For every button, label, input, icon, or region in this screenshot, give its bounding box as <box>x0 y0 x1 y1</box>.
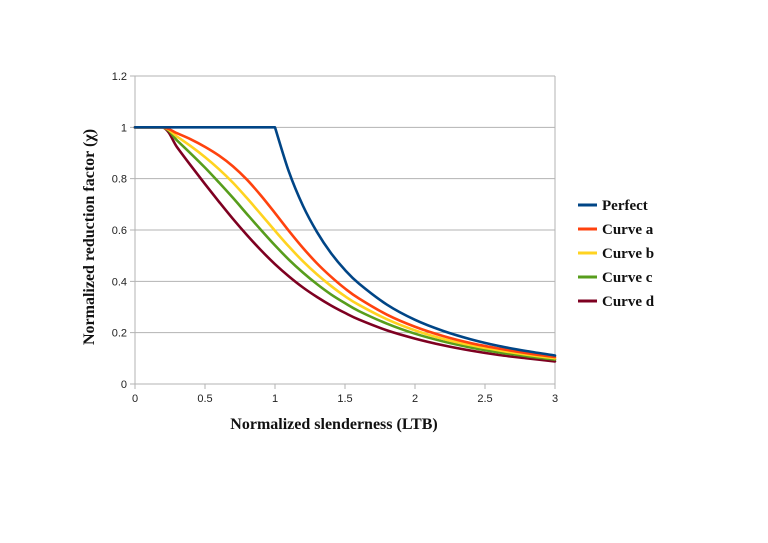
y-tick-label: 0.2 <box>112 328 127 340</box>
series-line-curve-c <box>133 126 557 361</box>
legend: Perfect Curve a Curve b Curve c Curve d <box>578 198 655 310</box>
x-tick-label: 0 <box>132 393 138 405</box>
legend-label-curve-d: Curve d <box>602 294 655 310</box>
x-tick-labels: 0 0.5 1 1.5 2 2.5 3 <box>132 393 558 405</box>
series-group <box>133 126 557 363</box>
series-line-curve-a <box>133 126 557 359</box>
x-tick-label: 0.5 <box>197 393 212 405</box>
y-gridlines <box>130 75 555 385</box>
series-line-curve-b <box>133 126 557 360</box>
x-tick-label: 3 <box>552 393 558 405</box>
plot-area: 0 0.5 1 1.5 2 2.5 3 0 0.2 0.4 0.6 0.8 1 1.2 <box>112 71 558 405</box>
legend-label-curve-c: Curve c <box>602 270 653 286</box>
legend-label-perfect: Perfect <box>602 198 648 214</box>
legend-label-curve-b: Curve b <box>602 246 654 262</box>
y-tick-label: 0.4 <box>112 276 127 288</box>
x-axis-title: Normalized slenderness (LTB) <box>230 416 437 433</box>
y-tick-label: 0.6 <box>112 225 127 237</box>
y-axis-title: Normalized reduction factor (χ) <box>81 129 98 345</box>
y-tick-label: 1.2 <box>112 71 127 83</box>
y-tick-labels: 0 0.2 0.4 0.6 0.8 1 1.2 <box>112 71 127 391</box>
axes <box>134 76 556 389</box>
series-line-curve-d <box>133 126 557 363</box>
y-tick-label: 0 <box>121 379 127 391</box>
x-tick-label: 1 <box>272 393 278 405</box>
x-tick-label: 1.5 <box>337 393 352 405</box>
series-line-perfect <box>133 126 557 357</box>
y-tick-label: 0.8 <box>112 174 127 186</box>
x-tick-label: 2 <box>412 393 418 405</box>
legend-label-curve-a: Curve a <box>602 222 654 238</box>
x-tick-label: 2.5 <box>477 393 492 405</box>
y-tick-label: 1 <box>121 122 127 134</box>
